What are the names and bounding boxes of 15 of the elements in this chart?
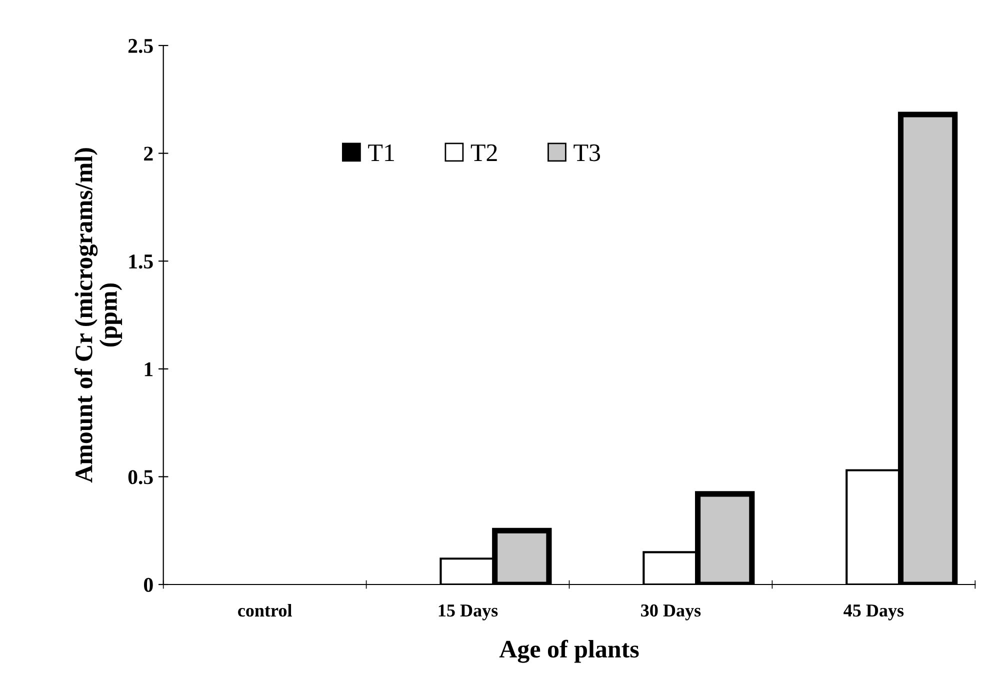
x-tick-label: 15 Days	[438, 604, 498, 620]
y-tick-label: 1.5	[129, 254, 153, 269]
y-tick-label: 0.5	[128, 470, 153, 484]
y-tick-label: 2.5	[128, 38, 153, 54]
x-tick-label: control	[238, 604, 292, 617]
x-tick-label: 30 Days	[641, 604, 701, 620]
legend-label: T1	[368, 144, 394, 161]
x-tick-label: 45 Days	[844, 604, 904, 620]
y-tick-label: 0	[144, 578, 153, 592]
y-tick-label: 1	[144, 362, 153, 376]
legend-label: T2	[470, 144, 497, 161]
legend-label: T3	[574, 144, 600, 162]
y-tick-label: 2	[144, 146, 153, 161]
y-axis-title: Amount of Cr (micrograms/ml) (ppm)	[74, 148, 122, 483]
x-axis-title: Age of plants	[499, 640, 639, 663]
